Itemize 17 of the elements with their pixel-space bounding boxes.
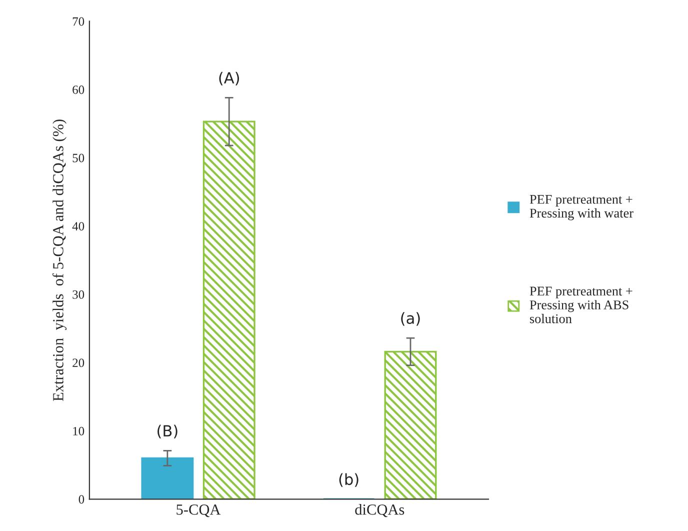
x-tick-label: diCQAs	[355, 504, 404, 518]
y-tick-label: 70	[72, 17, 84, 26]
legend-label: PEF pretreatment + Pressing with ABS solution	[530, 286, 632, 324]
annotation: (A)	[219, 72, 239, 86]
legend-label: PEF pretreatment + Pressing with water	[530, 195, 634, 220]
y-tick-label: 50	[72, 154, 84, 162]
y-tick-label: 40	[72, 222, 84, 231]
y-tick-label: 10	[73, 426, 84, 436]
y-axis-title: Extraction yields of 5-CQA and diCQAs (%)	[52, 120, 67, 402]
annotation: (b)	[339, 473, 358, 487]
annotation: (B)	[158, 424, 178, 438]
y-tick-label: 20	[72, 358, 84, 368]
x-tick-label: 5-CQA	[176, 504, 221, 518]
y-tick-label: 0	[78, 495, 84, 504]
y-tick-label: 60	[72, 86, 84, 94]
y-tick-label: 30	[72, 290, 84, 299]
annotation: (a)	[401, 312, 420, 326]
